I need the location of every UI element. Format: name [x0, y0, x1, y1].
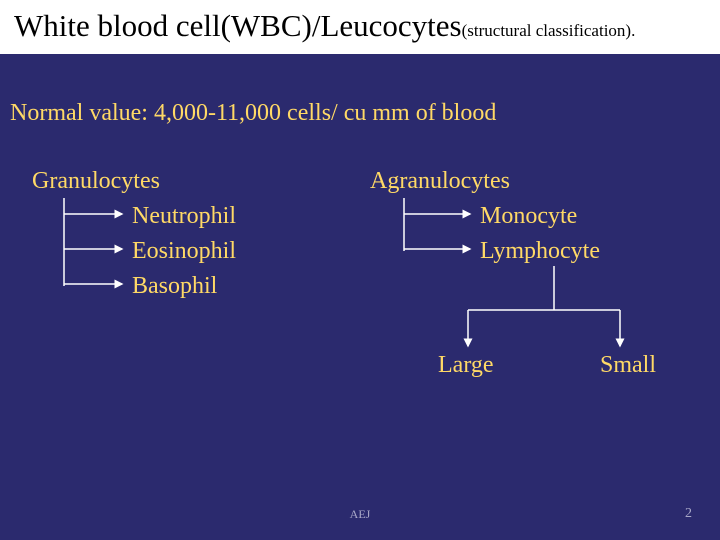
- monocyte-label: Monocyte: [480, 203, 577, 230]
- basophil-label: Basophil: [132, 273, 217, 300]
- page-number: 2: [685, 506, 692, 522]
- title-subscript: (structural classification).: [462, 21, 636, 40]
- lymphocyte-label: Lymphocyte: [480, 238, 600, 265]
- title-main: White blood cell(WBC)/Leucocytes: [14, 8, 462, 43]
- title-bar: White blood cell(WBC)/Leucocytes(structu…: [0, 0, 720, 54]
- agranulocytes-label: Agranulocytes: [370, 168, 510, 195]
- large-label: Large: [438, 352, 494, 379]
- normal-value-text: Normal value: 4,000-11,000 cells/ cu mm …: [10, 100, 496, 127]
- small-label: Small: [600, 352, 656, 379]
- neutrophil-label: Neutrophil: [132, 203, 236, 230]
- eosinophil-label: Eosinophil: [132, 238, 236, 265]
- footer-author: AEJ: [350, 507, 371, 522]
- granulocytes-label: Granulocytes: [32, 168, 160, 195]
- connector-lines: [0, 0, 720, 540]
